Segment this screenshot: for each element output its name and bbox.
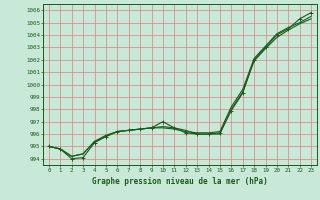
X-axis label: Graphe pression niveau de la mer (hPa): Graphe pression niveau de la mer (hPa) bbox=[92, 177, 268, 186]
